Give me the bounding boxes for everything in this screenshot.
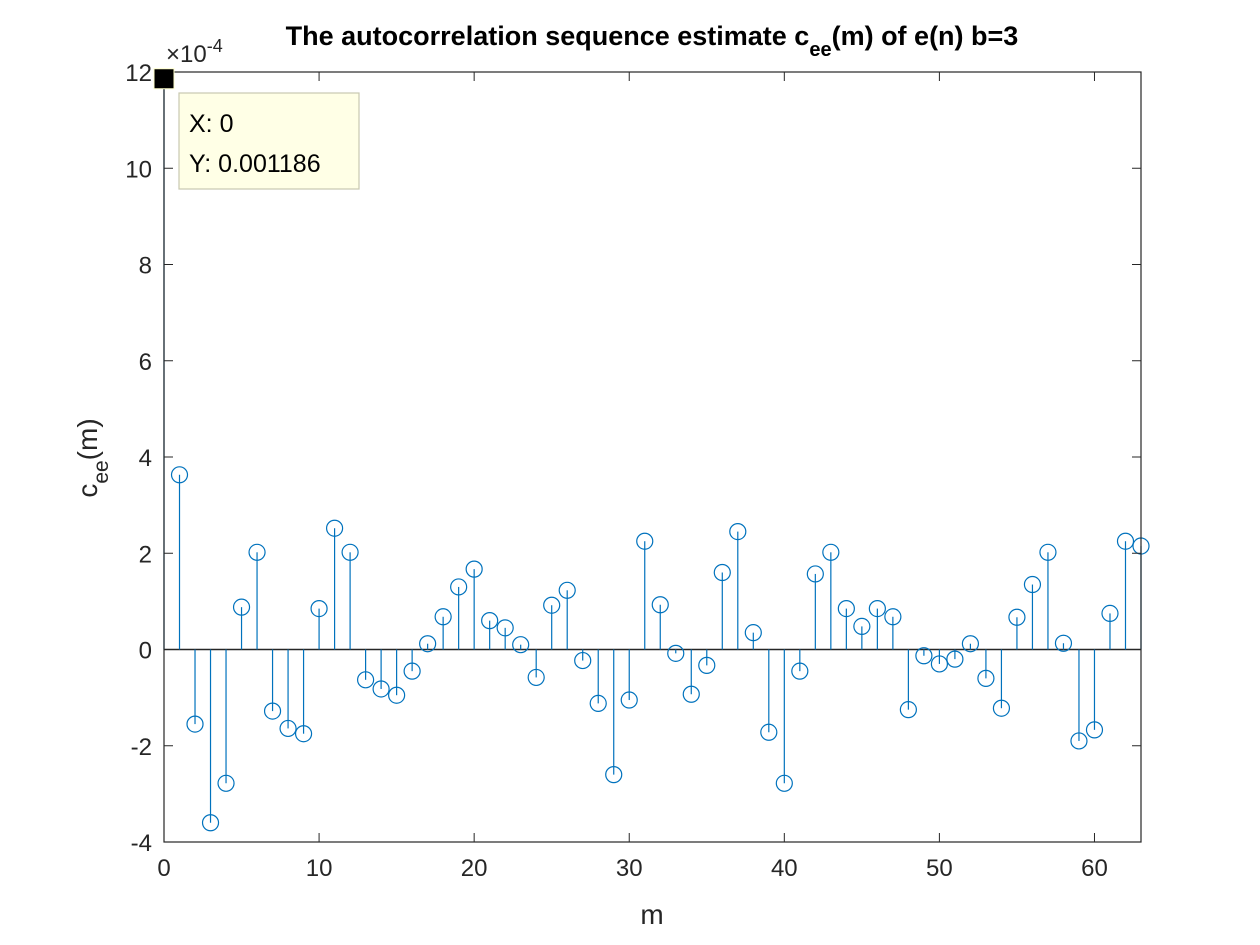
stem-marker[interactable] [744, 624, 762, 642]
x-tick-label: 50 [926, 855, 953, 882]
stem-marker[interactable] [279, 719, 297, 738]
stem-marker[interactable] [434, 608, 452, 626]
stem-marker[interactable] [899, 701, 917, 719]
stem-marker[interactable] [667, 644, 685, 662]
stem-marker[interactable] [341, 543, 359, 561]
stem-marker[interactable] [961, 635, 980, 653]
stem-marker[interactable] [527, 668, 545, 687]
y-axis-label: cee(m) [72, 418, 113, 497]
stem-marker[interactable] [589, 694, 607, 713]
stem-marker[interactable] [651, 596, 669, 614]
plot-area[interactable] [164, 72, 1141, 842]
datatip[interactable]: X: 0 Y: 0.001186 [178, 92, 360, 190]
stem-marker[interactable] [977, 669, 995, 687]
stem-marker[interactable] [605, 766, 623, 784]
y-tick-label: 4 [139, 445, 152, 472]
stem-marker[interactable] [837, 599, 855, 618]
x-axis-tick-labels: 0 10 20 30 40 50 60 [157, 855, 1108, 882]
stem-marker[interactable] [1023, 575, 1042, 594]
stem-marker[interactable] [636, 532, 654, 550]
stem-marker[interactable] [186, 715, 204, 733]
y-tick-label: 6 [139, 349, 152, 376]
y-tick-label: 10 [125, 156, 152, 183]
y-axis-tick-labels: -4 -2 0 2 4 6 8 10 12 [125, 60, 152, 857]
stem-marker[interactable] [465, 560, 483, 578]
stem-marker[interactable] [388, 686, 406, 704]
stem-marker[interactable] [574, 651, 592, 670]
stem-marker[interactable] [310, 599, 328, 618]
y-tick-label: 0 [139, 638, 152, 665]
datatip-x-text: X: 0 [189, 110, 233, 138]
stem-marker[interactable] [403, 662, 421, 680]
stem-marker[interactable] [481, 612, 499, 630]
stem-marker[interactable] [822, 543, 840, 561]
stem-marker[interactable] [946, 650, 964, 668]
stem-markers [155, 70, 1150, 832]
stem-marker[interactable] [357, 671, 375, 689]
stem-marker[interactable] [930, 655, 948, 673]
stem-marker[interactable] [760, 723, 778, 741]
stem-marker[interactable] [729, 522, 747, 541]
datatip-box [178, 92, 360, 190]
stem-marker[interactable] [496, 619, 514, 637]
y-tick-label: -2 [131, 734, 152, 761]
stem-marker[interactable] [713, 563, 731, 582]
x-tick-label: 10 [306, 855, 333, 882]
stem-marker[interactable] [217, 774, 235, 792]
stem-marker[interactable] [915, 647, 933, 665]
stem-marker[interactable] [698, 656, 716, 674]
stem-marker[interactable] [682, 685, 700, 703]
x-tick-label: 0 [157, 855, 170, 882]
stem-marker[interactable] [1101, 604, 1119, 623]
stem-marker[interactable] [248, 543, 266, 561]
x-axis-label: m [640, 899, 663, 930]
x-tick-label: 40 [771, 855, 798, 882]
y-tick-label: 2 [139, 541, 152, 568]
stem-marker[interactable] [558, 581, 576, 599]
stem-marker[interactable] [170, 466, 189, 484]
stem-marker[interactable] [1008, 608, 1026, 626]
stem-marker[interactable] [853, 617, 871, 636]
x-tick-label: 20 [461, 855, 488, 882]
stem-marker[interactable] [1070, 732, 1088, 750]
stem-marker[interactable] [620, 691, 638, 709]
y-tick-label: 12 [125, 60, 152, 87]
stem-marker[interactable] [512, 636, 530, 654]
datatip-marker[interactable] [153, 68, 175, 90]
stem-marker[interactable] [1039, 543, 1057, 561]
datatip-y-text: Y: 0.001186 [189, 150, 321, 178]
stem-marker[interactable] [884, 608, 902, 626]
stem-marker[interactable] [791, 662, 809, 680]
y-tick-label: -4 [131, 830, 152, 857]
stem-marker[interactable] [450, 578, 468, 596]
stem-marker[interactable] [263, 702, 282, 720]
stem-marker[interactable] [868, 599, 886, 618]
stem-marker[interactable] [1116, 532, 1135, 550]
y-tick-label: 8 [139, 253, 152, 280]
stem-marker[interactable] [806, 565, 824, 583]
stem-marker[interactable] [419, 635, 437, 653]
stem-marker[interactable] [1054, 634, 1073, 652]
stem-marker[interactable] [201, 814, 220, 832]
y-exponent-label: ×10-4 [166, 36, 223, 68]
stem-marker[interactable] [294, 725, 313, 743]
stem-marker[interactable] [775, 774, 793, 792]
stem-marker[interactable] [372, 680, 390, 698]
stem-marker[interactable] [1085, 721, 1104, 739]
stem-marker[interactable] [543, 596, 561, 614]
x-tick-label: 30 [616, 855, 643, 882]
stem-marker[interactable] [232, 598, 251, 616]
stem-marker[interactable] [325, 519, 344, 537]
x-tick-label: 60 [1081, 855, 1108, 882]
stem-marker[interactable] [992, 699, 1011, 717]
chart-title: The autocorrelation sequence estimate ce… [286, 21, 1019, 61]
